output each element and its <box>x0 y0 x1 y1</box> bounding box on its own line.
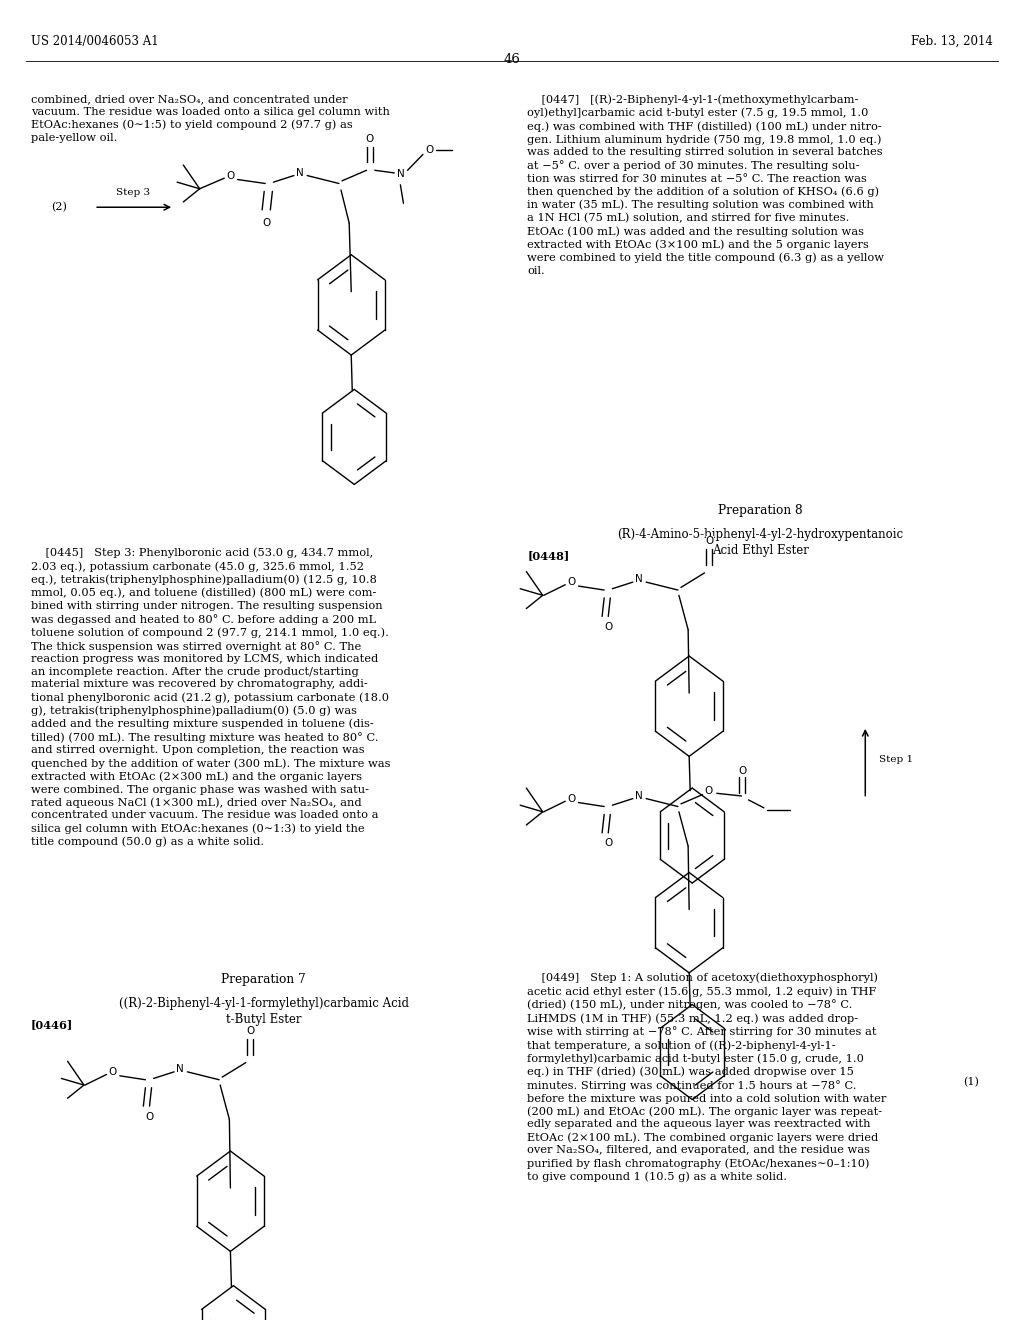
Text: Preparation 8: Preparation 8 <box>718 504 803 517</box>
Text: O: O <box>109 1067 117 1077</box>
Text: [0446]: [0446] <box>31 1019 73 1030</box>
Text: combined, dried over Na₂SO₄, and concentrated under
vacuum. The residue was load: combined, dried over Na₂SO₄, and concent… <box>31 95 389 143</box>
Text: O: O <box>604 622 612 632</box>
Text: (2): (2) <box>51 202 68 213</box>
Text: O: O <box>262 218 270 228</box>
Text: O: O <box>567 793 575 804</box>
Text: US 2014/0046053 A1: US 2014/0046053 A1 <box>31 34 159 48</box>
Text: Feb. 13, 2014: Feb. 13, 2014 <box>911 34 993 48</box>
Text: N: N <box>296 168 304 178</box>
Text: [0448]: [0448] <box>527 550 569 561</box>
Text: O: O <box>604 838 612 849</box>
Text: N: N <box>635 574 643 585</box>
Text: 46: 46 <box>504 53 520 66</box>
Text: O: O <box>145 1111 154 1122</box>
Text: O: O <box>226 170 234 181</box>
Text: Step 1: Step 1 <box>879 755 912 763</box>
Text: [0447]   [(R)-2-Biphenyl-4-yl-1-(methoxymethylcarbam-
oyl)ethyl]carbamic acid t-: [0447] [(R)-2-Biphenyl-4-yl-1-(methoxyme… <box>527 95 885 276</box>
Text: N: N <box>396 169 404 180</box>
Text: (1): (1) <box>963 1077 979 1088</box>
Text: ((R)-2-Biphenyl-4-yl-1-formylethyl)carbamic Acid
t-Butyl Ester: ((R)-2-Biphenyl-4-yl-1-formylethyl)carba… <box>119 997 409 1026</box>
Text: Preparation 7: Preparation 7 <box>221 973 306 986</box>
Text: O: O <box>366 133 374 144</box>
Text: O: O <box>567 577 575 587</box>
Text: N: N <box>635 791 643 801</box>
Text: O: O <box>706 536 714 546</box>
Text: (R)-4-Amino-5-biphenyl-4-yl-2-hydroxypentanoic
Acid Ethyl Ester: (R)-4-Amino-5-biphenyl-4-yl-2-hydroxypen… <box>617 528 903 557</box>
Text: O: O <box>425 145 433 156</box>
Text: O: O <box>705 785 713 796</box>
Text: N: N <box>176 1064 184 1074</box>
Text: [0445]   Step 3: Phenylboronic acid (53.0 g, 434.7 mmol,
2.03 eq.), potassium ca: [0445] Step 3: Phenylboronic acid (53.0 … <box>31 548 390 847</box>
Text: O: O <box>247 1026 255 1036</box>
Text: Step 3: Step 3 <box>116 187 151 197</box>
Text: O: O <box>738 766 746 776</box>
Text: [0449]   Step 1: A solution of acetoxy(diethoxyphosphoryl)
acetic acid ethyl est: [0449] Step 1: A solution of acetoxy(die… <box>527 973 887 1181</box>
